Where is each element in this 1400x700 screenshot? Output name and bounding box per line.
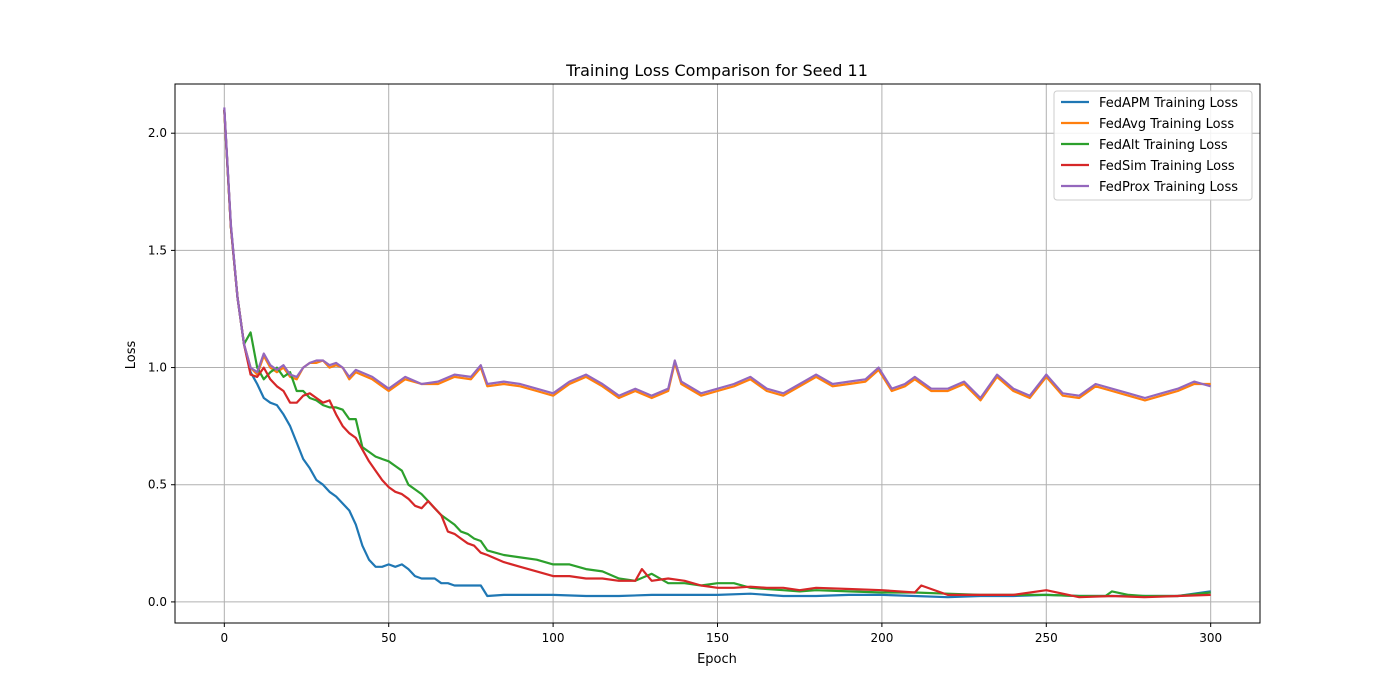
legend-label: FedAPM Training Loss (1099, 96, 1238, 111)
series-lines (223, 107, 1212, 599)
y-tick-label: 0.5 (148, 478, 167, 492)
legend-label: FedAvg Training Loss (1099, 117, 1234, 132)
legend-label: FedSim Training Loss (1099, 159, 1235, 174)
y-tick-label: 2.0 (148, 126, 167, 140)
x-tick-label: 150 (706, 631, 729, 645)
y-tick-label: 0.0 (148, 595, 167, 609)
series-line-4 (223, 107, 1212, 400)
legend: FedAPM Training Loss FedAvg Training Loss… (1053, 90, 1253, 201)
x-tick-label: 200 (870, 631, 893, 645)
chart-title: Training Loss Comparison for Seed 11 (565, 61, 868, 80)
y-axis-label: Loss (124, 341, 139, 370)
x-tick-label: 100 (542, 631, 565, 645)
x-tick-label: 50 (381, 631, 396, 645)
x-tick-label: 0 (220, 631, 228, 645)
axis-ticks: 0 50 100 150 200 250 300 0.0 0.5 1.0 1.5 2.0 (148, 126, 1222, 645)
legend-label: FedAlt Training Loss (1099, 138, 1228, 153)
x-tick-label: 300 (1199, 631, 1222, 645)
series-line-2 (223, 109, 1211, 598)
x-axis-label: Epoch (697, 652, 737, 667)
y-tick-label: 1.0 (148, 361, 167, 375)
legend-box (1053, 90, 1253, 201)
series-line-0 (223, 109, 1211, 599)
legend-label: FedProx Training Loss (1099, 180, 1238, 195)
y-tick-label: 1.5 (148, 243, 167, 257)
series-line-3 (223, 109, 1211, 599)
x-tick-label: 250 (1035, 631, 1058, 645)
grid (175, 84, 1260, 623)
